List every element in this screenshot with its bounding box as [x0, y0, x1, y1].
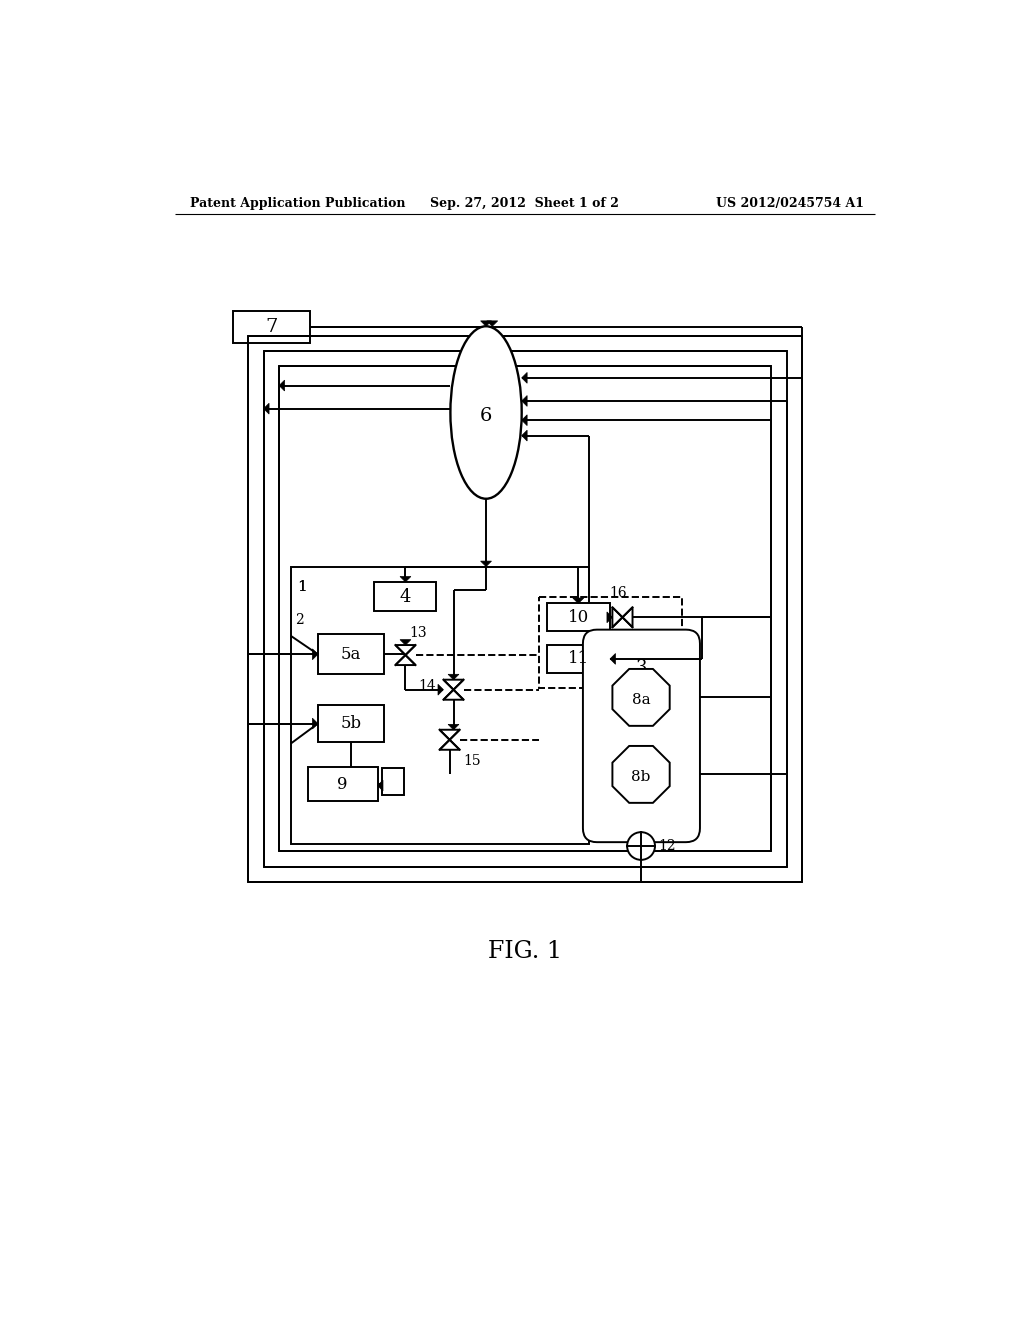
Text: 1: 1 — [297, 581, 307, 594]
Text: 5b: 5b — [340, 715, 361, 733]
Polygon shape — [612, 746, 670, 803]
Polygon shape — [521, 396, 527, 407]
Polygon shape — [443, 689, 464, 700]
Polygon shape — [439, 730, 460, 739]
Bar — [547, 603, 610, 631]
Bar — [280, 367, 771, 851]
Bar — [248, 335, 802, 882]
Text: 9: 9 — [338, 776, 348, 792]
Polygon shape — [612, 669, 670, 726]
Text: 7: 7 — [265, 318, 278, 337]
Polygon shape — [521, 372, 527, 383]
Bar — [539, 597, 682, 688]
Text: 8a: 8a — [632, 693, 650, 706]
Polygon shape — [400, 640, 411, 645]
Text: 15: 15 — [464, 754, 481, 768]
Polygon shape — [449, 725, 459, 730]
Text: 16: 16 — [609, 586, 628, 601]
Text: US 2012/0245754 A1: US 2012/0245754 A1 — [716, 197, 864, 210]
Polygon shape — [280, 380, 285, 391]
Bar — [382, 768, 403, 795]
Bar — [317, 705, 384, 742]
Text: 1: 1 — [297, 581, 307, 594]
Polygon shape — [480, 561, 492, 566]
Text: 11: 11 — [567, 651, 589, 668]
Polygon shape — [607, 612, 612, 623]
Polygon shape — [486, 321, 498, 326]
Bar — [232, 312, 310, 343]
Polygon shape — [263, 404, 269, 414]
Polygon shape — [480, 321, 492, 326]
Polygon shape — [521, 414, 527, 425]
Text: 14: 14 — [419, 678, 436, 693]
Polygon shape — [449, 675, 459, 680]
Polygon shape — [443, 680, 464, 689]
Polygon shape — [521, 430, 527, 441]
Polygon shape — [395, 655, 416, 665]
Polygon shape — [395, 645, 416, 655]
Polygon shape — [438, 684, 443, 696]
Polygon shape — [623, 607, 633, 627]
Polygon shape — [439, 739, 460, 750]
Text: 13: 13 — [410, 626, 427, 640]
Bar — [308, 767, 378, 801]
FancyBboxPatch shape — [583, 630, 700, 842]
Text: 3: 3 — [636, 659, 647, 677]
Text: 6: 6 — [480, 408, 493, 425]
Bar — [317, 635, 384, 675]
Polygon shape — [572, 598, 584, 603]
Text: 2: 2 — [295, 612, 304, 627]
Polygon shape — [378, 780, 383, 791]
Bar — [375, 582, 436, 611]
Polygon shape — [612, 607, 623, 627]
Bar — [547, 645, 610, 673]
Polygon shape — [400, 577, 411, 582]
Text: Patent Application Publication: Patent Application Publication — [190, 197, 406, 210]
Circle shape — [627, 832, 655, 859]
Polygon shape — [610, 653, 615, 664]
Ellipse shape — [451, 326, 521, 499]
Text: Sep. 27, 2012  Sheet 1 of 2: Sep. 27, 2012 Sheet 1 of 2 — [430, 197, 620, 210]
Polygon shape — [312, 718, 317, 729]
Bar — [291, 566, 589, 843]
Text: 5a: 5a — [341, 645, 361, 663]
Text: 10: 10 — [567, 609, 589, 626]
Text: 12: 12 — [658, 840, 676, 853]
Text: 4: 4 — [399, 587, 412, 606]
Text: FIG. 1: FIG. 1 — [487, 940, 562, 964]
Polygon shape — [312, 649, 317, 660]
Bar — [263, 351, 786, 867]
Text: 8b: 8b — [632, 770, 650, 784]
